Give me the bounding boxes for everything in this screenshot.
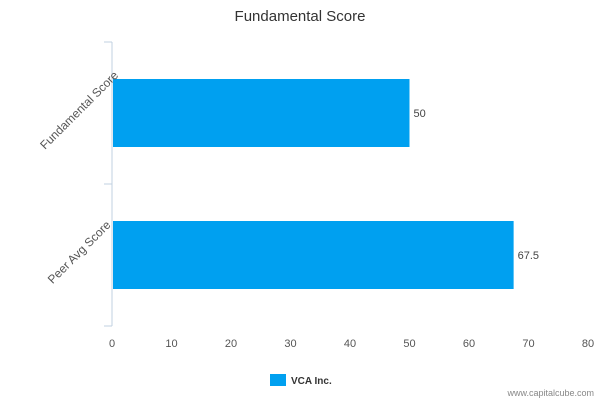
x-ticks-group: 0 10 20 30 40 50 60 70 80 xyxy=(109,338,594,350)
bar[interactable] xyxy=(113,221,514,289)
data-labels-group: 50 67.5 xyxy=(414,108,540,262)
data-label: 67.5 xyxy=(518,250,539,262)
legend-swatch xyxy=(270,374,286,386)
x-tick-label: 80 xyxy=(582,338,594,350)
x-tick-label: 30 xyxy=(284,338,296,350)
category-labels-group: Fundamental Score Peer Avg Score xyxy=(37,68,121,287)
category-label: Fundamental Score xyxy=(37,68,121,152)
x-tick-label: 20 xyxy=(225,338,237,350)
bars-group xyxy=(113,79,514,289)
plot-area xyxy=(104,41,113,327)
legend[interactable]: VCA Inc. xyxy=(270,374,332,387)
data-label: 50 xyxy=(414,108,426,120)
category-label: Peer Avg Score xyxy=(45,218,114,287)
bar[interactable] xyxy=(113,79,410,147)
chart-title: Fundamental Score xyxy=(235,8,366,25)
x-tick-label: 60 xyxy=(463,338,475,350)
x-tick-label: 10 xyxy=(165,338,177,350)
watermark: www.capitalcube.com xyxy=(506,388,594,398)
x-tick-label: 0 xyxy=(109,338,115,350)
x-tick-label: 70 xyxy=(522,338,534,350)
x-tick-label: 50 xyxy=(403,338,415,350)
legend-label: VCA Inc. xyxy=(291,376,332,387)
x-tick-label: 40 xyxy=(344,338,356,350)
